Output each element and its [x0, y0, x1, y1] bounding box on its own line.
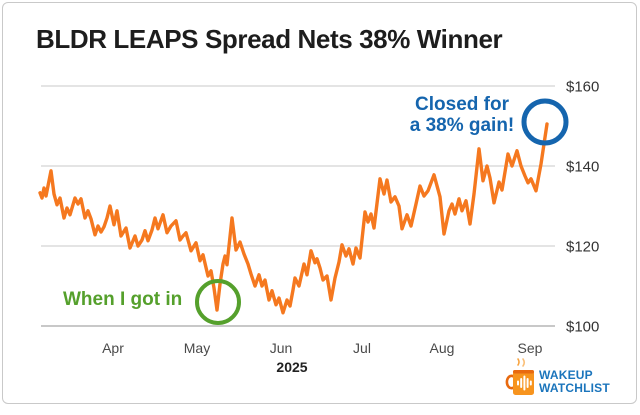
exit-annotation-line1: Closed for [415, 94, 509, 115]
exit-annotation-line2: a 38% gain! [409, 115, 515, 136]
x-tick-label: Aug [430, 340, 455, 356]
y-tick-label: $140 [566, 159, 599, 176]
logo-wordmark-line2: WATCHLIST [539, 381, 610, 395]
x-tick-label: May [184, 340, 210, 356]
chart-card: BLDR LEAPS Spread Nets 38% Winner $160 $1… [2, 2, 637, 404]
chart-title: BLDR LEAPS Spread Nets 38% Winner [36, 24, 503, 54]
y-tick-label: $100 [566, 319, 599, 336]
year-label: 2025 [276, 359, 308, 375]
entry-circle [195, 279, 241, 325]
x-tick-label: Jun [270, 340, 293, 356]
price-chart: $160 $140 $120 $100 Apr May Jun Jul Aug Sep [3, 3, 640, 410]
mug-icon [505, 358, 534, 395]
y-tick-label: $120 [566, 239, 599, 256]
exit-circle [521, 98, 569, 146]
price-chart-svg: $160 $140 $120 $100 Apr May Jun Jul Aug Sep [38, 79, 599, 356]
x-tick-label: Jul [353, 340, 371, 356]
y-tick-label: $160 [566, 79, 599, 96]
entry-annotation: When I got in [63, 289, 183, 310]
x-tick-label: Apr [102, 340, 124, 356]
price-line [38, 122, 549, 315]
x-tick-label: Sep [518, 340, 543, 356]
exit-annotation: Closed for a 38% gain! [406, 94, 518, 136]
brand-logo: WAKEUP WATCHLIST [505, 355, 610, 397]
logo-wordmark-line1: WAKEUP [539, 368, 593, 382]
